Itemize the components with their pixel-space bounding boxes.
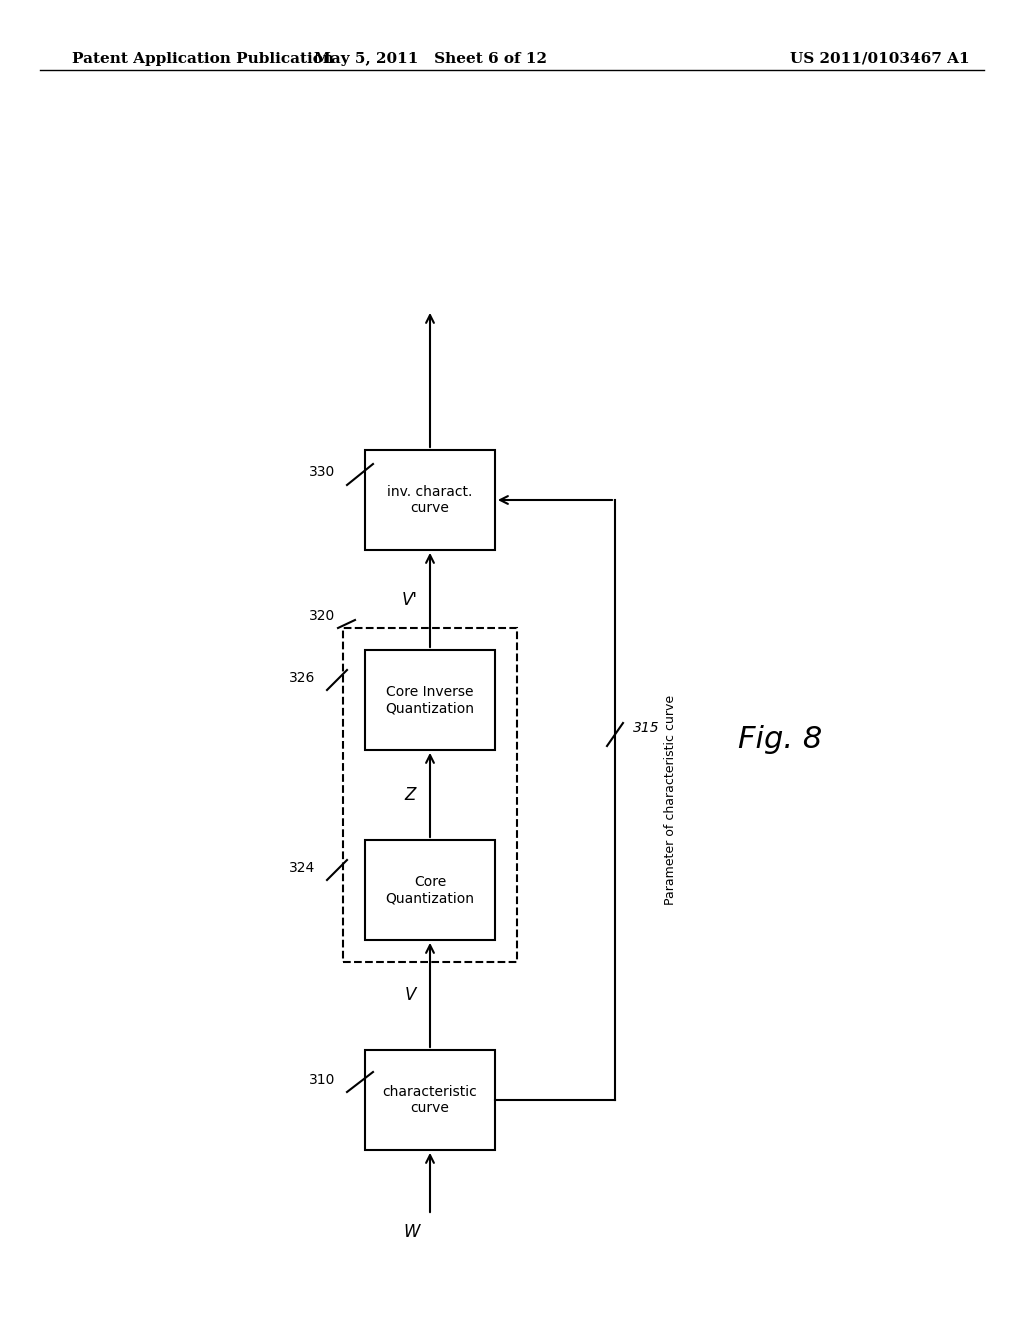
Text: 324: 324 (289, 861, 315, 875)
Text: Fig. 8: Fig. 8 (738, 726, 822, 755)
Bar (365, 840, 495, 940)
Text: May 5, 2011   Sheet 6 of 12: May 5, 2011 Sheet 6 of 12 (313, 51, 547, 66)
Text: Z: Z (404, 785, 416, 804)
Text: 320: 320 (309, 609, 335, 623)
Text: 326: 326 (289, 671, 315, 685)
Bar (365, 450, 495, 550)
Text: 315: 315 (633, 721, 659, 735)
Text: characteristic
curve: characteristic curve (383, 1085, 477, 1115)
Bar (365, 649, 495, 750)
Text: W: W (403, 1224, 420, 1241)
Text: Core Inverse
Quantization: Core Inverse Quantization (385, 685, 474, 715)
Text: US 2011/0103467 A1: US 2011/0103467 A1 (791, 51, 970, 66)
Text: V: V (404, 986, 416, 1005)
Text: 310: 310 (308, 1073, 335, 1086)
Text: inv. charact.
curve: inv. charact. curve (387, 484, 473, 515)
Text: V': V' (402, 591, 418, 609)
Text: 330: 330 (309, 465, 335, 479)
Text: Patent Application Publication: Patent Application Publication (72, 51, 334, 66)
Bar (365, 1049, 495, 1150)
Text: Parameter of characteristic curve: Parameter of characteristic curve (664, 694, 677, 906)
Text: Core
Quantization: Core Quantization (385, 875, 474, 906)
Bar (343, 628, 517, 962)
